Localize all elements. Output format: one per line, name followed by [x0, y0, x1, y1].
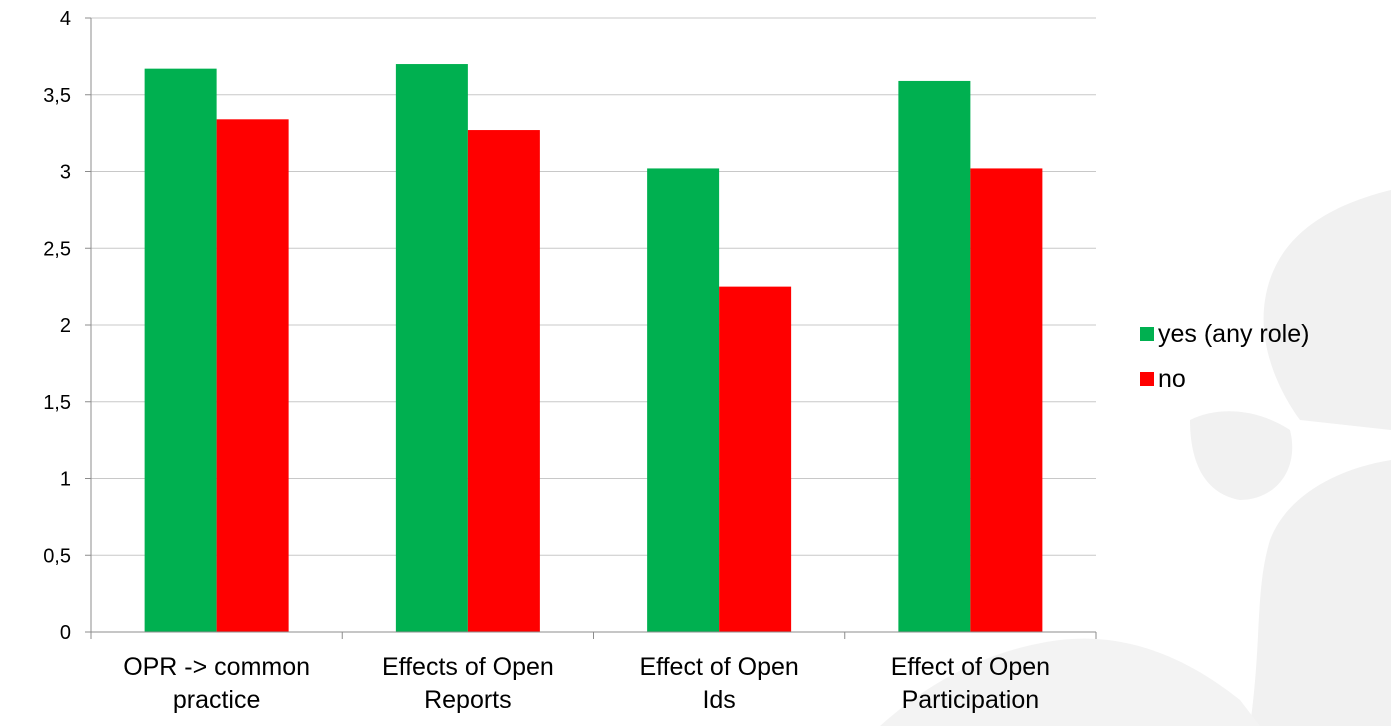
x-category-label: practice	[173, 686, 261, 714]
y-tick-label: 0	[60, 622, 71, 644]
x-category-label: Reports	[424, 686, 512, 714]
bar-no	[970, 168, 1043, 632]
legend-item-yes: yes (any role)	[1140, 319, 1310, 348]
x-category-label: Effect of Open	[639, 653, 798, 681]
y-tick-label: 1	[60, 469, 71, 491]
legend-label-yes: yes (any role)	[1158, 319, 1310, 348]
y-tick-label: 1,5	[43, 392, 71, 414]
y-tick-label: 2,5	[43, 238, 71, 260]
y-tick-label: 0,5	[43, 545, 71, 567]
axes	[85, 17, 1097, 639]
legend-swatch-yes	[1140, 327, 1154, 341]
bar-yes	[144, 68, 217, 632]
legend-label-no: no	[1158, 364, 1186, 393]
x-category-label: Effects of Open	[382, 653, 554, 681]
bar-yes	[395, 64, 468, 633]
x-category-label: OPR -> common	[123, 653, 310, 681]
y-tick-label: 3,5	[43, 85, 71, 107]
legend: yes (any role) no	[1140, 319, 1310, 412]
legend-item-no: no	[1140, 364, 1309, 393]
bars	[144, 64, 1043, 633]
x-category-label: Ids	[702, 686, 735, 714]
y-tick-label: 2	[60, 315, 71, 337]
bar-yes	[898, 80, 971, 632]
x-category-label: Participation	[902, 686, 1040, 714]
x-category-label: Effect of Open	[891, 653, 1050, 681]
bar-no	[467, 130, 540, 632]
legend-swatch-no	[1140, 372, 1154, 386]
y-tick-label: 3	[60, 162, 71, 184]
axis-labels: 0 0,5 1 1,5 2 2,5 3 3,5 4 OPR -> common practice Ef…	[43, 8, 1050, 714]
bar-no	[719, 286, 792, 632]
bar-no	[216, 119, 289, 632]
y-tick-label: 4	[60, 8, 71, 30]
bar-yes	[647, 168, 720, 632]
clover-watermark	[880, 190, 1391, 726]
